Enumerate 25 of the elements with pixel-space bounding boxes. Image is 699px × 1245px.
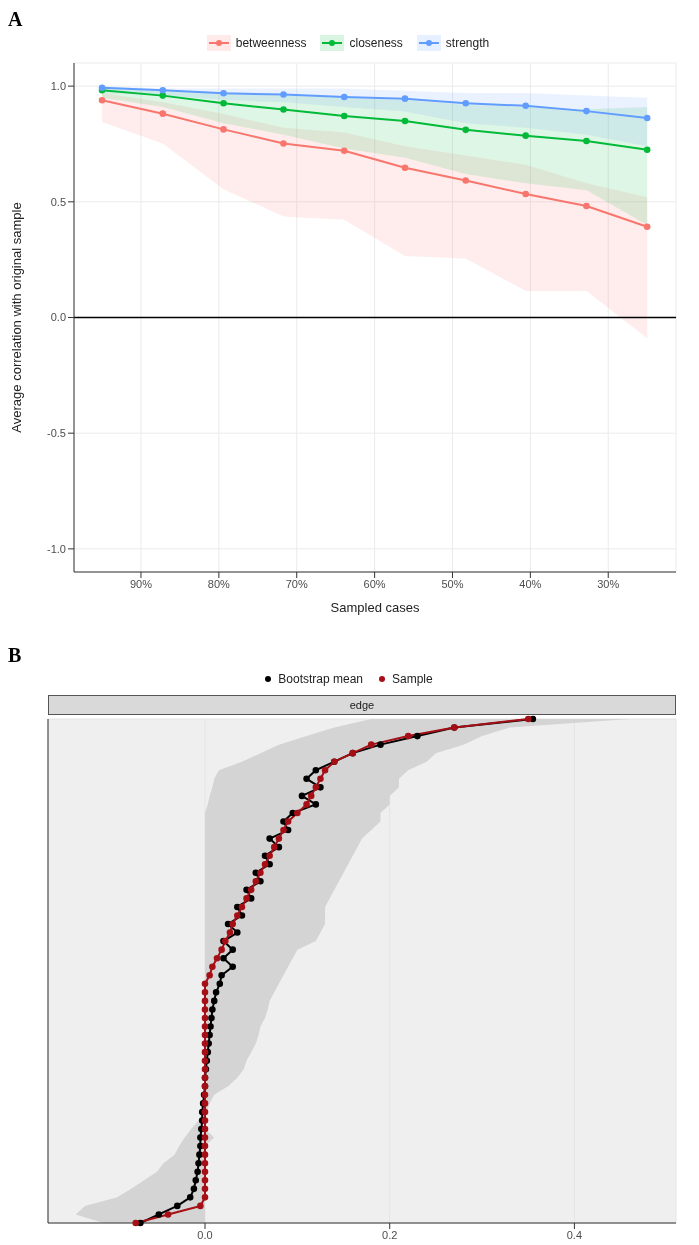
legend-label: betweenness <box>235 36 307 50</box>
legend-label: strength <box>445 36 490 50</box>
legend-label: Bootstrap mean <box>278 672 364 686</box>
x-tick-label: 0.0 <box>197 1228 213 1241</box>
x-axis-title: Sampled cases <box>330 600 420 615</box>
legend-label: closeness <box>349 36 403 50</box>
x-tick-label: 70% <box>285 577 308 590</box>
y-axis-title: Average correlation with original sample <box>8 202 24 433</box>
x-tick-label: 0.2 <box>382 1228 398 1241</box>
text: edge <box>48 695 676 715</box>
y-tick-label: -1.0 <box>47 542 66 555</box>
y-tick-label: -0.5 <box>47 427 66 440</box>
legend-label: Sample <box>392 672 433 686</box>
y-tick-label: 0.5 <box>50 195 66 208</box>
y-tick-label: 1.0 <box>50 80 66 93</box>
x-tick-label: 80% <box>207 577 231 590</box>
chart-title: A <box>8 8 24 31</box>
x-tick-label: 50% <box>441 577 464 590</box>
x-tick-label: 30% <box>597 577 620 590</box>
y-tick-label: 0.0 <box>50 311 66 324</box>
x-tick-label: 60% <box>363 577 386 590</box>
x-tick-label: 0.4 <box>566 1228 583 1241</box>
x-tick-label: 90% <box>129 577 153 590</box>
chart-title: B <box>8 644 23 667</box>
x-tick-label: 40% <box>519 577 542 590</box>
